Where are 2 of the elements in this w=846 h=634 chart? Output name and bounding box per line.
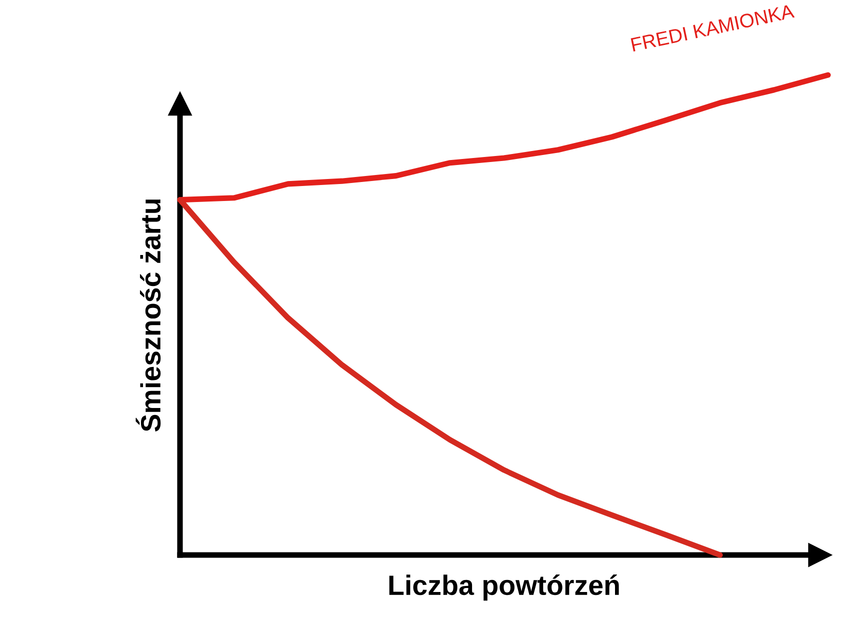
y-axis-title: Śmieszność żartu xyxy=(136,200,161,432)
x-axis-title: Liczba powtórzeń xyxy=(389,574,619,601)
